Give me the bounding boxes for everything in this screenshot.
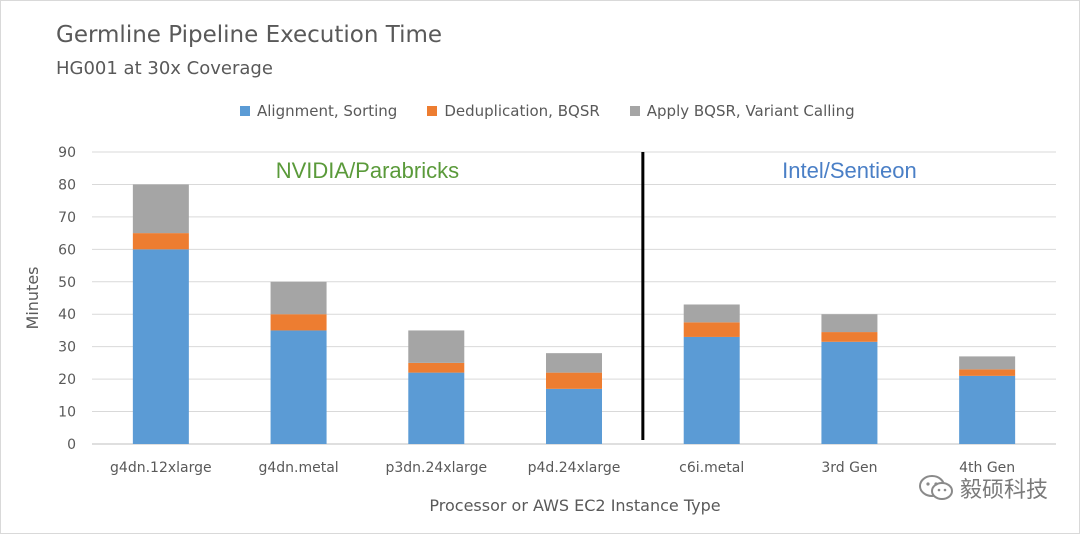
bar-g4dn-metal-series-0: [270, 330, 327, 444]
x-tick-label-5: 3rd Gen: [821, 460, 877, 476]
bar-c6i-metal-series-2: [683, 304, 740, 323]
bar-g4dn-12xlarge-series-1: [132, 233, 189, 250]
bar-c6i-metal-series-0: [683, 336, 740, 444]
bar-p3dn-24xlarge-series-0: [408, 372, 465, 444]
bar-p3dn-24xlarge-series-2: [408, 330, 465, 363]
y-tick-label-0: 0: [67, 437, 76, 453]
x-tick-label-4: c6i.metal: [679, 460, 744, 476]
y-axis-title: Minutes: [23, 267, 42, 330]
chart-title: Germline Pipeline Execution Time: [56, 22, 443, 48]
legend-label-variant-calling: Apply BQSR, Variant Calling: [646, 102, 855, 120]
legend-swatch-alignment: [240, 106, 250, 116]
wechat-icon: [918, 475, 953, 500]
group-label-0: NVIDIA/Parabricks: [276, 158, 459, 183]
bar-p4d-24xlarge-series-0: [546, 388, 602, 444]
bar-p3dn-24xlarge-series-1: [408, 362, 465, 373]
bar-g4dn-metal-series-1: [270, 314, 327, 331]
legend-label-deduplication: Deduplication, BQSR: [444, 102, 600, 120]
bar-3rd-gen-series-1: [821, 332, 878, 342]
x-axis-title: Processor or AWS EC2 Instance Type: [429, 496, 720, 515]
legend-swatch-deduplication: [427, 106, 438, 116]
legend: Alignment, Sorting Deduplication, BQSR A…: [240, 102, 855, 120]
y-tick-label-20: 20: [58, 372, 76, 388]
bar-g4dn-12xlarge-series-2: [132, 184, 189, 234]
legend-item-alignment: Alignment, Sorting: [240, 102, 397, 120]
bar-4th-gen-series-1: [959, 369, 1016, 376]
legend-swatch-variant-calling: [629, 106, 640, 116]
watermark: 毅硕科技: [918, 472, 1048, 504]
watermark-text: 毅硕科技: [959, 478, 1048, 503]
x-tick-label-0: g4dn.12xlarge: [110, 460, 212, 476]
legend-label-alignment: Alignment, Sorting: [257, 102, 398, 120]
x-tick-label-6: 4th Gen: [959, 460, 1015, 476]
y-tick-label-90: 90: [58, 145, 76, 161]
y-tick-label-40: 40: [58, 307, 76, 323]
y-tick-label-50: 50: [58, 275, 76, 291]
bar-p4d-24xlarge-series-1: [546, 372, 602, 389]
legend-item-deduplication: Deduplication, BQSR: [427, 102, 600, 120]
bar-3rd-gen-series-2: [821, 314, 878, 333]
chart-subtitle: HG001 at 30x Coverage: [56, 58, 273, 79]
x-tick-label-2: p3dn.24xlarge: [385, 460, 487, 476]
bar-p4d-24xlarge-series-2: [546, 353, 602, 373]
x-tick-label-1: g4dn.metal: [258, 460, 338, 476]
y-tick-label-70: 70: [58, 210, 76, 226]
bar-g4dn-12xlarge-series-0: [132, 249, 189, 444]
bar-c6i-metal-series-1: [683, 322, 740, 337]
bar-4th-gen-series-2: [959, 356, 1016, 370]
x-tick-label-3: p4d.24xlarge: [528, 460, 621, 476]
bar-4th-gen-series-0: [959, 375, 1016, 444]
bar-3rd-gen-series-0: [821, 341, 878, 444]
y-tick-label-80: 80: [58, 177, 76, 193]
y-tick-label-60: 60: [58, 242, 76, 258]
y-tick-label-30: 30: [58, 340, 76, 356]
group-label-1: Intel/Sentieon: [782, 158, 917, 183]
legend-item-variant-calling: Apply BQSR, Variant Calling: [629, 102, 855, 120]
bar-g4dn-metal-series-2: [270, 281, 327, 315]
y-tick-label-10: 10: [58, 405, 76, 421]
